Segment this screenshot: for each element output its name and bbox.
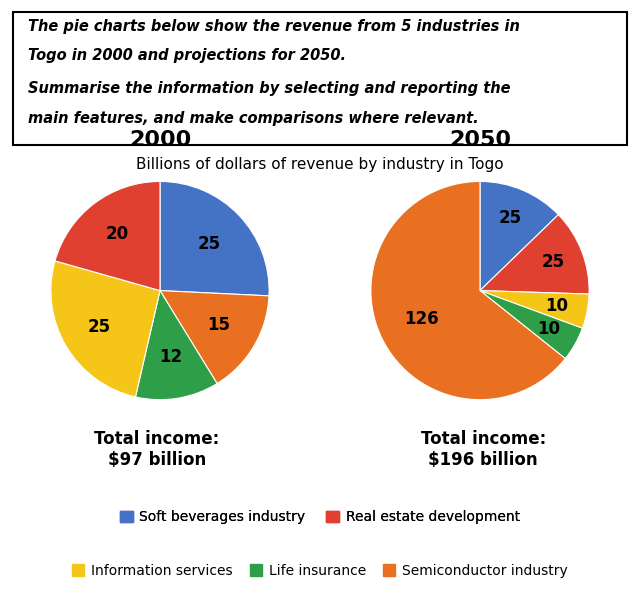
- Text: 126: 126: [404, 310, 438, 328]
- Text: Summarise the information by selecting and reporting the: Summarise the information by selecting a…: [28, 81, 511, 96]
- Text: 12: 12: [159, 348, 182, 366]
- Title: 2050: 2050: [449, 130, 511, 150]
- Wedge shape: [480, 215, 589, 294]
- Wedge shape: [480, 291, 582, 359]
- Wedge shape: [480, 181, 558, 291]
- Text: 25: 25: [88, 318, 111, 336]
- Text: 25: 25: [499, 209, 522, 227]
- Text: Total income:
$196 billion: Total income: $196 billion: [420, 430, 546, 468]
- Text: 25: 25: [541, 253, 565, 271]
- Text: Total income:
$97 billion: Total income: $97 billion: [94, 430, 220, 468]
- Wedge shape: [480, 291, 589, 329]
- Wedge shape: [160, 291, 269, 384]
- Legend: Soft beverages industry, Real estate development: Soft beverages industry, Real estate dev…: [115, 505, 525, 530]
- Wedge shape: [160, 181, 269, 296]
- Text: Billions of dollars of revenue by industry in Togo: Billions of dollars of revenue by indust…: [136, 157, 504, 172]
- FancyBboxPatch shape: [13, 12, 627, 145]
- Legend: Information services, Life insurance, Semiconductor industry: Information services, Life insurance, Se…: [67, 558, 573, 583]
- Wedge shape: [136, 291, 217, 400]
- Title: 2000: 2000: [129, 130, 191, 150]
- Text: Togo in 2000 and projections for 2050.: Togo in 2000 and projections for 2050.: [28, 48, 346, 63]
- Text: 10: 10: [537, 320, 560, 338]
- Wedge shape: [371, 181, 565, 400]
- Text: 15: 15: [207, 316, 230, 334]
- Text: 20: 20: [106, 225, 129, 243]
- Text: The pie charts below show the revenue from 5 industries in: The pie charts below show the revenue fr…: [28, 18, 520, 34]
- Wedge shape: [55, 181, 160, 291]
- Text: main features, and make comparisons where relevant.: main features, and make comparisons wher…: [28, 111, 479, 126]
- Text: 10: 10: [546, 296, 568, 315]
- Wedge shape: [51, 261, 160, 397]
- Text: 25: 25: [197, 235, 221, 253]
